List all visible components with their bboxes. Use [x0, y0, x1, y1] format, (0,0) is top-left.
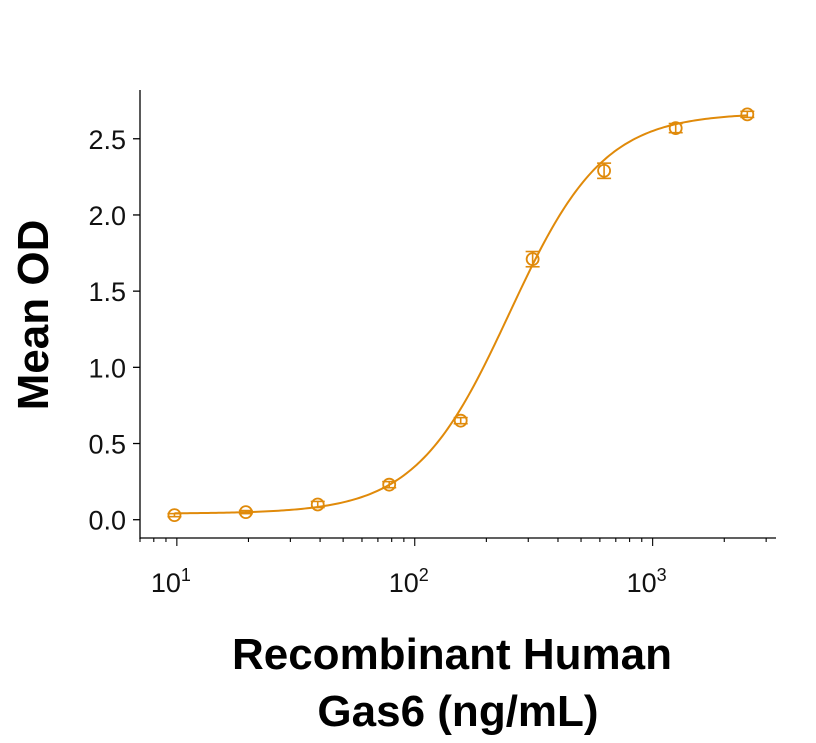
point-marker: [167, 508, 182, 523]
x-tick-label: 103: [627, 565, 667, 598]
curve-layer: [174, 114, 748, 515]
y-tick-label: 1.5: [88, 277, 126, 307]
data-point: [668, 121, 683, 135]
y-tick-label: 2.5: [88, 125, 126, 155]
data-point: [740, 107, 755, 122]
axes: [139, 90, 776, 539]
point-marker: [668, 121, 683, 135]
fit-curve: [174, 114, 748, 515]
data-point: [453, 413, 468, 428]
x-axis-title-line-1: Recombinant Human: [232, 630, 672, 679]
point-marker: [310, 497, 325, 512]
y-tick-label: 0.0: [88, 506, 126, 536]
point-marker: [382, 477, 397, 492]
x-axis-title-line-2: Gas6 (ng/mL): [317, 687, 598, 736]
point-marker: [525, 252, 540, 267]
data-point: [167, 508, 182, 523]
x-tick-label: 101: [151, 565, 191, 598]
x-tick-label: 102: [389, 565, 429, 598]
labels-layer: Mean OD Recombinant Human Gas6 (ng/mL): [9, 220, 672, 736]
points-layer: [167, 107, 755, 523]
data-point: [597, 162, 612, 180]
point-marker: [453, 413, 468, 428]
point-marker: [597, 163, 611, 178]
y-axis-title: Mean OD: [9, 220, 58, 411]
point-marker: [238, 505, 253, 519]
data-point: [525, 250, 540, 268]
y-tick-label: 0.5: [88, 430, 126, 460]
y-tick-label: 2.0: [88, 201, 126, 231]
ticks: 0.0 0.5 1.0 1.5 2.0 2.5 101 102 103: [88, 125, 767, 598]
data-point: [310, 497, 325, 512]
point-marker: [740, 107, 755, 122]
data-point: [238, 505, 253, 519]
data-point: [382, 477, 397, 492]
y-tick-label: 1.0: [88, 353, 126, 383]
